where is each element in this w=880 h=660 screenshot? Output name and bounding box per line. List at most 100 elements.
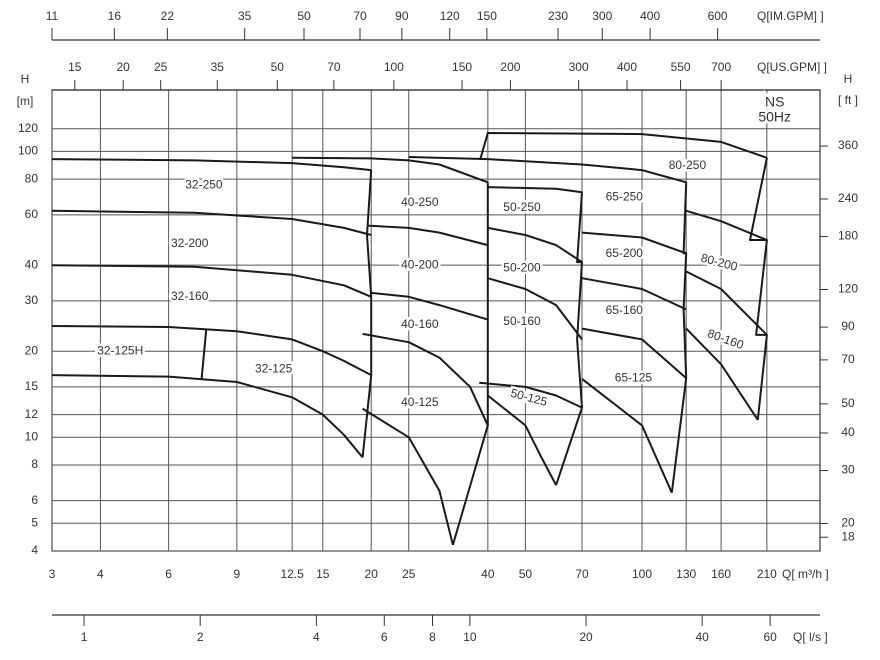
y2-tick-label: 180 [838,229,858,243]
annotation: 32-125H [97,343,143,357]
x2-tick-label: 120 [440,9,460,23]
x2-tick-label: 70 [327,60,341,74]
y-tick-label: 8 [31,457,38,471]
x2-tick-label: 10 [463,630,477,644]
annotation: 32-125 [255,361,293,375]
x-tick-label: 9 [234,567,241,581]
pump-curve [51,158,372,172]
x-tick-label: 25 [402,567,416,581]
y-tick-label: 6 [31,493,38,507]
annotation: 32-200 [171,236,209,250]
annotation: 65-200 [606,246,644,260]
y-tick-label: 120 [18,121,38,135]
x-tick-label: 12.5 [280,567,304,581]
pump-curve [581,277,687,311]
x2-tick-label: 20 [579,630,593,644]
x2-tick-label: 60 [763,630,777,644]
y-tick-label: 40 [25,257,39,271]
x-tick-label: 4 [97,567,104,581]
pump-curve [362,332,489,426]
annotation: 50-200 [503,260,541,274]
x2-tick-label: 8 [429,630,436,644]
x2-tick-label: 15 [68,60,82,74]
y-tick-label: 10 [25,429,39,443]
pump-curve [487,394,557,486]
annotation: 32-160 [171,289,209,303]
pump-curve [487,186,583,194]
x2-tick-label: 1 [81,630,88,644]
y2-tick-label: 50 [841,396,855,410]
x2-tick-label: 70 [353,9,367,23]
x-tick-label: 130 [676,567,696,581]
y2-tick-label: 90 [841,319,855,333]
y2-tick-label: 70 [841,352,855,366]
annotation: 80-160 [706,326,746,352]
y2-tick-label: 120 [838,282,858,296]
x2-tick-label: 20 [116,60,130,74]
pump-curve [371,291,489,321]
x2-tick-label: 300 [569,60,589,74]
x2-tick-label: 150 [452,60,472,74]
annotation: 50-160 [503,314,541,328]
pump-curve [361,170,373,458]
pump-curve [292,156,489,184]
x2-tick-label: 600 [708,9,728,23]
pump-curve [51,374,364,459]
y2-tick-label: 18 [841,529,855,543]
annotation: 65-250 [606,190,644,204]
x-tick-label: 20 [365,567,379,581]
x2-tick-label: 300 [592,9,612,23]
annotation: 50-250 [503,200,541,214]
x-tick-label: 6 [165,567,172,581]
x-tick-label: 50 [519,567,533,581]
x2-tick-label: 50 [271,60,285,74]
pump-curve [479,132,768,161]
x-tick-label: 15 [316,567,330,581]
pump-curve [51,325,372,376]
pump-curve [487,226,583,263]
x2-tick-label: 22 [161,9,175,23]
y2-tick-label: 30 [841,463,855,477]
pump-curve [51,264,372,298]
y2-tick-label: 20 [841,516,855,530]
y-tick-label: 20 [25,343,39,357]
y-tick-label: 80 [25,171,39,185]
x2-tick-label: 400 [617,60,637,74]
x-tick-label: 210 [757,567,777,581]
pump-curve [200,329,208,379]
pump-curve [487,277,583,341]
annotation: 32-250 [185,178,223,192]
y-tick-label: 12 [25,407,39,421]
pump-curve [408,156,687,184]
x2-tick-label: 50 [297,9,311,23]
pump-curve [51,209,372,236]
x2-tick-label: 35 [211,60,225,74]
x-tick-label: 3 [49,567,56,581]
x2-axis-label: Q[ l/s ] [793,630,828,644]
x-tick-label: 70 [575,567,589,581]
x2-tick-label: 6 [381,630,388,644]
annotation: 65-160 [606,303,644,317]
x2-tick-label: 150 [477,9,497,23]
x2-tick-label: 2 [197,630,204,644]
x2-tick-label: 4 [313,630,320,644]
annotation: 80-250 [669,158,707,172]
x2-tick-label: 700 [711,60,731,74]
x2-tick-label: 25 [154,60,168,74]
x2-tick-label: 230 [548,9,568,23]
annotation: 65-125 [615,370,653,384]
y-tick-label: 5 [31,515,38,529]
x2-tick-label: 90 [395,9,409,23]
pump-curve [479,381,583,409]
annotation: 50Hz [758,109,791,125]
x-axis-label: Q[ m³/h ] [782,567,829,581]
annotation: 40-250 [401,195,439,209]
x2-axis-label: Q[US.GPM] ] [757,60,827,74]
pump-curve [749,157,768,421]
pump-curve [670,182,688,493]
annotation: 80-200 [699,251,739,274]
y-axis-unit: [m] [17,94,34,108]
annotation: NS [765,93,784,109]
x2-tick-label: 35 [238,9,252,23]
annotation: 40-125 [401,395,439,409]
